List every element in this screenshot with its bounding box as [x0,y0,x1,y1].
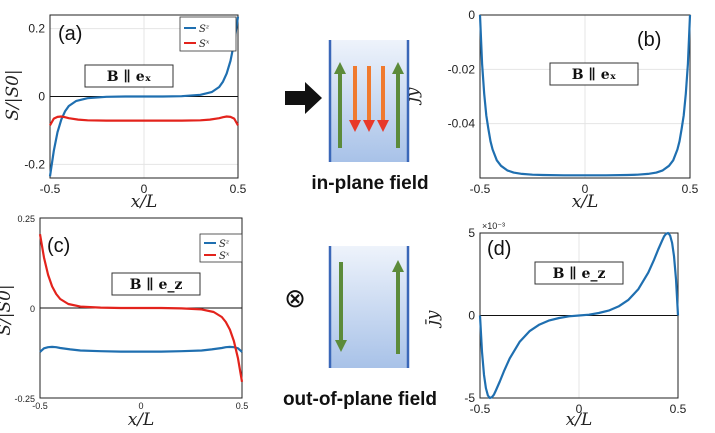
field-box [534,261,624,285]
y-tick-label: -0.04 [448,117,476,131]
panel-d-chart: -0.5 0 0.5 5 0 -5 ×10⁻³ (d) B ∥ e_z x/L j̄y [423,221,687,430]
red-arrowhead-icon [349,120,361,132]
field-box-label: B ∥ eₓ [107,69,152,85]
red-arrowhead-icon [377,120,389,132]
x-tick-label: 0 [141,182,148,196]
red-arrowhead-icon [363,120,375,132]
y-tick-label: 0 [38,90,45,104]
panel-label: (c) [47,235,70,257]
x-axis-label: x/L [128,410,155,430]
x-tick-label: 0.5 [682,182,699,196]
plot-frame [39,217,243,399]
series-line-sx [38,234,244,382]
x-tick-label: -0.5 [40,182,61,196]
panel-a-chart: -0.5 0 0.5 0.2 0 -0.2 (a) B ∥ eₓ Sᶻ Sˣ x/L S/|S0| [3,14,247,212]
x-tick-label: -0.5 [470,402,491,416]
y-tick-label: 0 [30,304,35,314]
series-line-sx [49,115,239,126]
y-tick-label: 0 [468,8,475,22]
panel-label: (b) [637,29,661,51]
legend-entry: Sˣ [219,251,230,262]
x-tick-label: -0.5 [32,401,48,411]
y-axis-label: S/|S0| [3,69,23,120]
y-tick-label: 0 [468,309,475,323]
series-line-sz [39,345,243,353]
y-exponent-label: ×10⁻³ [482,221,505,231]
field-box [84,64,174,88]
y-tick-label: -5 [464,391,475,405]
y-tick-label: 0.2 [28,22,45,36]
x-tick-label: -0.5 [470,182,491,196]
legend-box [179,16,237,52]
x-tick-label: 0.5 [236,401,249,411]
x-tick-label: 0.5 [230,182,247,196]
legend-entry: Sᶻ [199,24,210,35]
plot-frame [49,14,239,179]
y-tick-label: -0.2 [24,157,45,171]
legend-box [199,233,243,263]
green-arrowhead-icon [334,62,346,74]
x-tick-label: 0 [138,401,143,411]
x-tick-label: 0 [576,402,583,416]
green-arrowhead-icon [392,260,404,272]
panel-label: (d) [487,238,511,260]
field-box-label: B ∥ eₓ [572,67,617,83]
series-line-main [478,231,680,400]
panel-label: (a) [58,23,82,45]
outplane-caption: out-of-plane field [283,389,437,410]
series-line-main [478,14,692,177]
field-box-label: B ∥ e_z [130,277,183,293]
y-axis-label: j̄y [423,310,443,328]
right-arrow-icon [285,82,322,114]
field-box [549,62,639,86]
plot-frame [479,14,691,179]
y-tick-label: 0.25 [17,214,35,224]
otimes-icon: ⊗ [284,284,306,314]
y-tick-label: -0.02 [448,62,476,76]
legend-entry: Sᶻ [219,239,230,250]
middle-schematic: in-plane field ⊗ out-of-plane field [283,40,437,410]
y-axis-label: S/|S0| [0,284,15,335]
green-arrowhead-icon [335,340,347,352]
inplane-caption: in-plane field [311,173,428,194]
x-axis-label: x/L [131,192,158,212]
panel-b-chart: -0.5 0 0.50-0.02-0.04(b)B ∥ eₓx/Lj̄y [403,8,699,212]
x-axis-label: x/L [566,410,593,430]
x-tick-label: 0 [582,182,589,196]
legend-entry: Sˣ [199,39,210,50]
y-tick-label: -0.25 [14,394,35,404]
field-box [111,272,201,296]
green-arrowhead-icon [392,62,404,74]
x-axis-label: x/L [572,192,599,212]
x-tick-label: 0.5 [670,402,687,416]
field-box-label: B ∥ e_z [553,266,606,282]
y-tick-label: 5 [468,226,475,240]
